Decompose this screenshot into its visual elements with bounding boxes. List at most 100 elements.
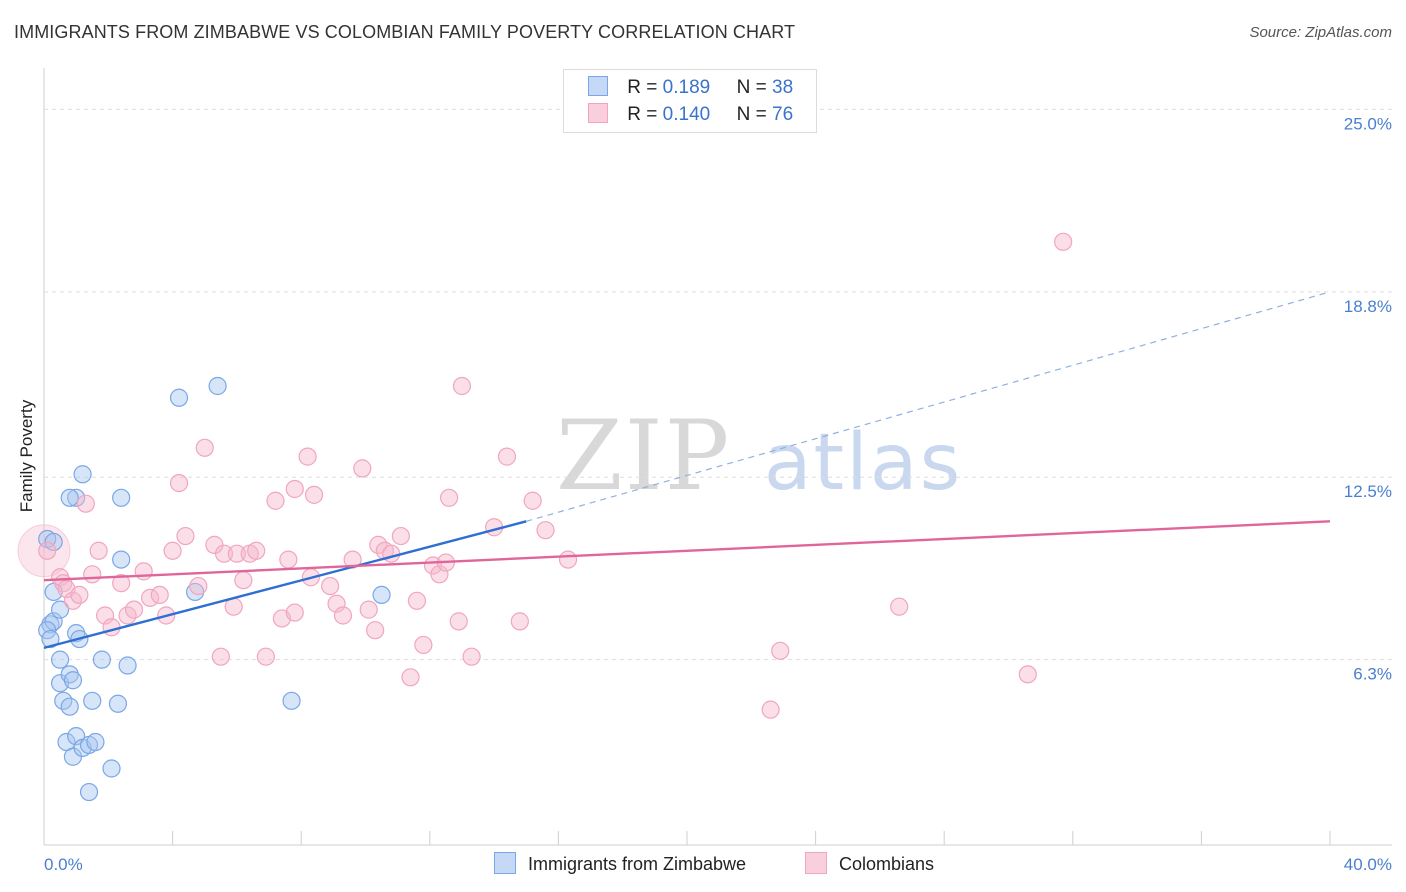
point-colombians [771, 641, 790, 660]
point-colombians [439, 488, 459, 507]
point-zimbabwe [86, 732, 105, 752]
legend-n-value-zimbabwe: 38 [772, 77, 794, 98]
point-colombians [430, 565, 449, 584]
trendline-zimbabwe-extension [526, 291, 1331, 522]
legend-n-value-colombians: 76 [772, 104, 794, 125]
y-tick-label: 18.8% [1344, 297, 1392, 316]
point-zimbabwe [60, 488, 79, 507]
legend-n-label: N = [736, 104, 767, 125]
point-colombians [1018, 665, 1037, 684]
point-zimbabwe [50, 600, 70, 619]
point-colombians [95, 606, 115, 625]
x-tick-label-min: 0.0% [44, 855, 83, 874]
point-colombians [452, 376, 472, 396]
bottom-legend-swatch-colombians [805, 852, 827, 874]
legend-r-label: R = [627, 77, 658, 98]
point-zimbabwe [102, 759, 121, 778]
point-colombians [558, 550, 578, 569]
chart-title: IMMIGRANTS FROM ZIMBABWE VS COLOMBIAN FA… [14, 22, 796, 42]
point-zimbabwe [282, 691, 301, 710]
point-colombians [497, 447, 517, 466]
y-tick-label: 6.3% [1353, 665, 1392, 684]
point-colombians [83, 565, 102, 584]
point-zimbabwe [112, 488, 131, 507]
legend-row-colombians: R = 0.140 N = 76 [588, 103, 793, 127]
point-colombians [510, 612, 529, 631]
point-zimbabwe [63, 671, 83, 690]
point-colombians [234, 571, 253, 590]
point-colombians [536, 521, 555, 540]
point-colombians [449, 612, 468, 631]
trendline-colombians [43, 520, 1331, 582]
point-colombians [391, 526, 410, 546]
point-colombians [189, 576, 208, 596]
point-colombians [401, 668, 420, 687]
point-colombians [1054, 232, 1073, 251]
legend-r-value-zimbabwe: 0.189 [662, 77, 711, 98]
stats-legend: R = 0.189 N = 38 R = 0.140 N = 76 [563, 69, 817, 133]
point-zimbabwe [372, 585, 391, 605]
watermark-atlas: atlas [763, 418, 963, 508]
y-tick-label: 12.5% [1344, 482, 1392, 501]
cluster-marker [17, 524, 71, 578]
point-zimbabwe [67, 727, 86, 746]
point-zimbabwe [92, 650, 111, 669]
point-colombians [89, 541, 108, 560]
point-zimbabwe [112, 550, 131, 569]
point-zimbabwe [208, 376, 227, 396]
legend-swatch-colombians [588, 103, 608, 123]
point-colombians [359, 600, 378, 619]
point-colombians [134, 562, 153, 581]
point-colombians [462, 647, 481, 666]
point-colombians [227, 544, 246, 563]
point-colombians [321, 576, 340, 596]
point-colombians [124, 600, 144, 619]
point-colombians [890, 597, 909, 616]
point-colombians [414, 635, 433, 655]
point-colombians [333, 606, 353, 625]
point-colombians [195, 438, 214, 457]
y-tick-label: 25.0% [1344, 114, 1392, 133]
point-zimbabwe [73, 465, 92, 484]
point-colombians [211, 647, 230, 666]
point-colombians [761, 700, 780, 719]
point-colombians [70, 585, 89, 605]
legend-n-label: N = [736, 77, 767, 98]
point-zimbabwe [41, 629, 60, 649]
point-colombians [327, 594, 346, 613]
trendline-zimbabwe [43, 520, 527, 650]
point-colombians [285, 603, 304, 622]
point-colombians [176, 526, 195, 546]
watermark: ZIP atlas [556, 400, 962, 512]
point-colombians [256, 647, 275, 666]
point-colombians [102, 618, 121, 637]
point-colombians [279, 550, 298, 569]
legend-r-value-colombians: 0.140 [662, 104, 711, 125]
bottom-legend-swatch-zimbabwe [494, 852, 516, 874]
bottom-legend-label-colombians: Colombians [839, 854, 935, 874]
source-label: Source: ZipAtlas.com [1249, 24, 1392, 41]
point-colombians [298, 447, 317, 466]
point-colombians [304, 485, 324, 504]
point-zimbabwe [108, 694, 128, 713]
point-colombians [353, 459, 372, 478]
point-colombians [366, 621, 385, 640]
point-colombians [266, 491, 285, 510]
point-colombians [247, 541, 266, 560]
point-zimbabwe [79, 782, 99, 802]
point-colombians [523, 491, 542, 510]
point-colombians [382, 544, 401, 563]
point-zimbabwe [67, 488, 86, 507]
point-colombians [38, 541, 57, 560]
legend-row-zimbabwe: R = 0.189 N = 38 [588, 76, 793, 100]
point-zimbabwe [83, 691, 102, 710]
point-colombians [169, 473, 189, 493]
point-zimbabwe [60, 697, 79, 716]
point-colombians [112, 574, 131, 593]
point-colombians [214, 544, 234, 563]
bottom-legend-label-zimbabwe: Immigrants from Zimbabwe [528, 854, 747, 874]
point-colombians [163, 541, 182, 560]
point-zimbabwe [169, 388, 189, 407]
x-tick-label-max: 40.0% [1344, 855, 1392, 874]
